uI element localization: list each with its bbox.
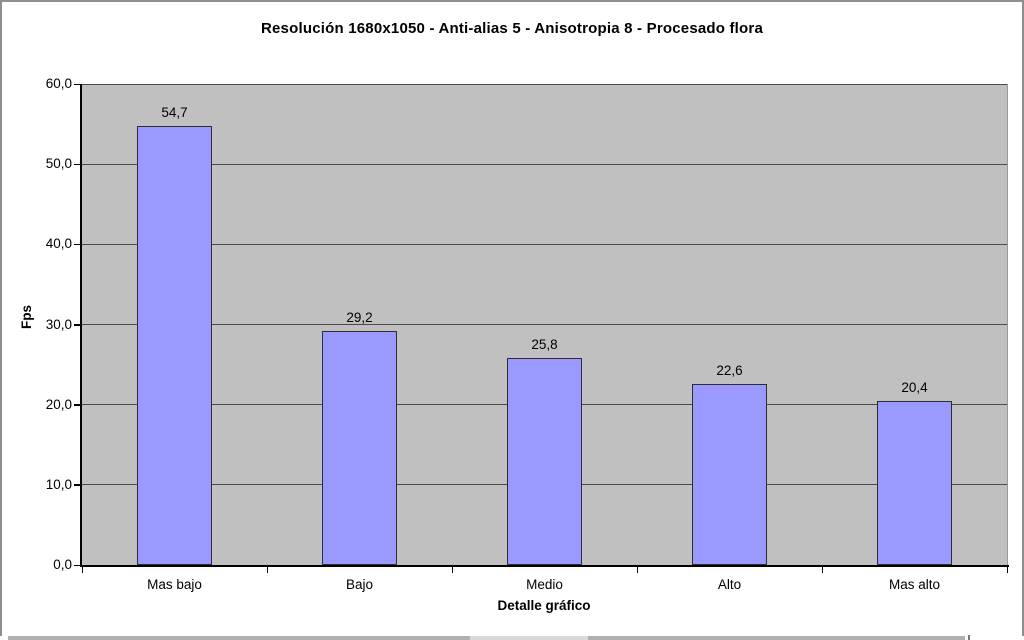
x-axis-title: Detalle gráfico <box>497 598 591 613</box>
y-tick-label: 30,0 <box>45 316 72 332</box>
cropped-bottom-element <box>8 636 470 640</box>
cropped-bottom-tick <box>968 635 970 640</box>
y-tick-label: 20,0 <box>45 396 72 412</box>
chart-title: Resolución 1680x1050 - Anti-alias 5 - An… <box>260 20 763 37</box>
y-axis-tick <box>74 243 82 246</box>
x-category-label: Mas alto <box>888 577 941 592</box>
x-axis-tick <box>821 565 823 573</box>
cropped-bottom-element <box>588 636 965 640</box>
bar-value-label: 20,4 <box>901 380 928 396</box>
bar-alto <box>692 383 767 565</box>
y-tick-label: 10,0 <box>45 476 72 492</box>
x-category-label: Mas bajo <box>147 577 202 592</box>
y-axis-tick <box>74 404 82 406</box>
x-axis-tick <box>1006 565 1008 573</box>
plot-right-edge <box>1007 84 1008 565</box>
bar-mas-alto <box>877 401 952 565</box>
y-gridline <box>82 163 1007 165</box>
bar-bajo <box>322 330 397 565</box>
x-category-label: Alto <box>717 577 742 592</box>
y-axis-tick <box>74 163 82 166</box>
bar-medio <box>507 358 582 565</box>
x-axis-tick <box>636 565 638 573</box>
bar-mas-bajo <box>137 126 212 565</box>
bar-value-label: 29,2 <box>346 309 373 325</box>
y-axis-tick <box>74 564 82 566</box>
y-axis-tick <box>74 484 82 486</box>
y-tick-label: 50,0 <box>45 156 72 172</box>
x-axis-line <box>80 565 1009 567</box>
x-axis-tick <box>81 565 83 573</box>
bar-value-label: 22,6 <box>716 362 743 378</box>
y-tick-label: 60,0 <box>45 76 72 91</box>
x-category-label: Bajo <box>345 577 374 592</box>
y-axis-tick <box>74 324 82 326</box>
x-category-label: Medio <box>526 577 563 592</box>
cropped-bottom-element <box>470 636 588 640</box>
y-gridline <box>82 243 1007 245</box>
y-gridline <box>82 324 1007 325</box>
x-axis-tick <box>451 565 453 573</box>
y-tick-label: 0,0 <box>53 557 72 572</box>
y-axis-line <box>80 84 82 567</box>
y-gridline <box>82 83 1007 85</box>
x-axis-tick <box>266 565 268 573</box>
bar-value-label: 25,8 <box>531 337 558 353</box>
y-axis-tick <box>74 83 82 85</box>
bar-value-label: 54,7 <box>161 105 188 121</box>
y-tick-label: 40,0 <box>45 236 72 252</box>
